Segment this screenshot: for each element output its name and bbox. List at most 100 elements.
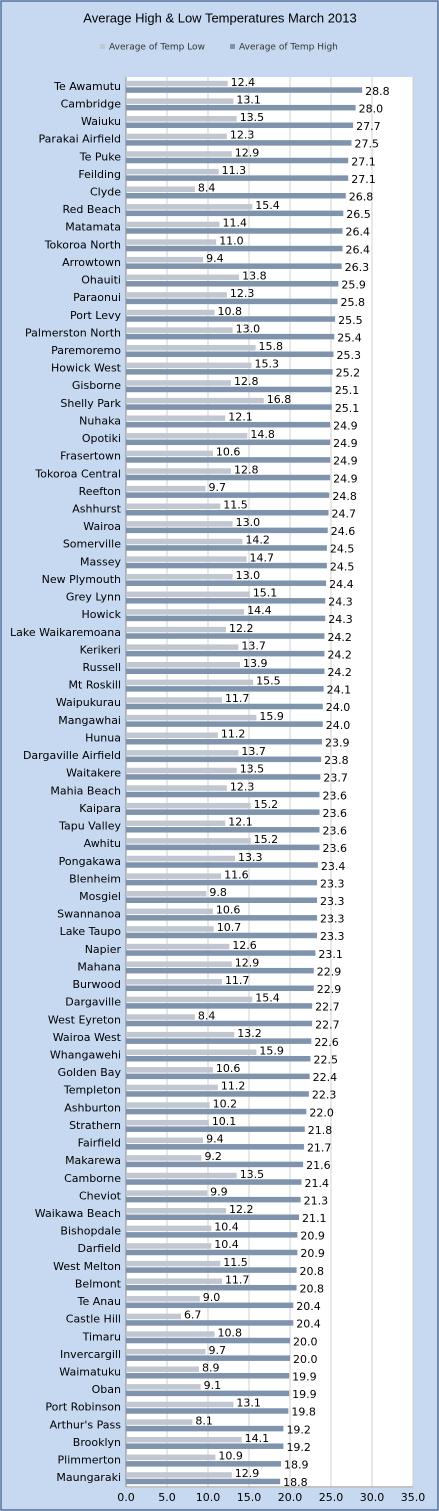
- data-label: 23.6: [323, 825, 348, 838]
- y-tick-label: Dargaville Airfield: [23, 749, 121, 762]
- data-label: 24.3: [328, 613, 353, 626]
- data-label: 25.4: [337, 331, 362, 344]
- bar: [126, 1049, 257, 1055]
- data-label: 25.3: [336, 349, 361, 362]
- x-tick-label: 5.0: [158, 1491, 176, 1504]
- x-tick-label: 25.0: [319, 1491, 344, 1504]
- data-label: 20.4: [296, 1318, 321, 1331]
- bar: [126, 1425, 284, 1432]
- bar: [126, 767, 237, 774]
- data-label: 18.9: [284, 1459, 309, 1472]
- data-label: 14.8: [250, 428, 274, 441]
- data-label: 22.0: [309, 1106, 334, 1119]
- data-label: 15.2: [254, 833, 279, 846]
- data-label: 23.3: [320, 913, 345, 926]
- data-label: 12.3: [230, 287, 255, 300]
- bar: [126, 210, 344, 217]
- x-tick-label: 20.0: [278, 1491, 303, 1504]
- data-label: 24.9: [333, 419, 358, 432]
- y-tick-label: Kerikeri: [80, 643, 121, 656]
- data-label: 12.8: [234, 375, 259, 388]
- data-label: 13.1: [236, 1397, 260, 1410]
- data-label: 13.1: [236, 93, 260, 106]
- bar: [126, 468, 231, 474]
- data-label: 26.3: [345, 261, 370, 274]
- y-tick-label: Tokoroa North: [44, 238, 121, 251]
- bar: [126, 873, 222, 879]
- y-tick-label: Te Puke: [79, 150, 122, 163]
- bar: [126, 1196, 301, 1203]
- data-label: 28.8: [365, 85, 390, 98]
- bar: [126, 1214, 300, 1221]
- bar: [126, 527, 328, 534]
- y-tick-label: Dargaville: [65, 996, 121, 1009]
- y-tick-label: West Eyreton: [48, 1013, 121, 1026]
- bar: [126, 1267, 297, 1273]
- bar: [126, 344, 256, 351]
- y-tick-label: Strathern: [69, 1119, 121, 1132]
- y-tick-label: Fairfield: [78, 1137, 121, 1150]
- data-label: 10.9: [218, 1450, 243, 1463]
- y-tick-label: Tokoroa Central: [34, 467, 121, 480]
- bar: [126, 168, 219, 175]
- legend-label: Average of Temp Low: [109, 43, 205, 53]
- data-label: 12.1: [228, 816, 253, 829]
- y-tick-label: Timaru: [82, 1330, 121, 1343]
- data-label: 13.7: [241, 639, 266, 652]
- data-label: 6.7: [184, 1309, 202, 1322]
- bar: [126, 633, 325, 639]
- bar: [126, 721, 323, 727]
- data-label: 11.4: [222, 217, 247, 230]
- plot-area: [126, 77, 413, 1488]
- bar: [126, 1320, 294, 1326]
- bar: [126, 1443, 284, 1449]
- bar: [126, 809, 320, 815]
- data-label: 9.2: [204, 1150, 222, 1163]
- bar: [126, 1172, 237, 1179]
- y-tick-label: Burwood: [73, 978, 121, 991]
- data-label: 23.6: [323, 807, 348, 820]
- bar: [126, 474, 331, 481]
- y-tick-label: Gisborne: [72, 379, 121, 392]
- legend-swatch: [230, 44, 235, 49]
- data-label: 23.4: [321, 860, 346, 873]
- y-tick-label: Awhitu: [84, 837, 121, 850]
- bar: [126, 1249, 298, 1256]
- bar: [126, 1260, 221, 1267]
- bar: [126, 1232, 298, 1238]
- bar: [126, 140, 352, 146]
- y-tick-label: Makarewa: [65, 1154, 121, 1167]
- data-label: 15.4: [255, 992, 280, 1005]
- data-label: 16.8: [267, 393, 292, 406]
- bar: [126, 1454, 216, 1461]
- y-tick-label: Feilding: [78, 168, 121, 181]
- data-label: 24.2: [327, 666, 352, 679]
- bar: [126, 1003, 313, 1009]
- data-label: 12.1: [228, 410, 253, 423]
- data-label: 10.6: [216, 446, 241, 459]
- data-label: 24.0: [326, 701, 351, 714]
- bar: [126, 1284, 297, 1291]
- data-label: 19.8: [291, 1406, 316, 1419]
- bar: [126, 791, 320, 798]
- y-tick-label: Te Anau: [77, 1295, 121, 1308]
- bar: [126, 538, 243, 545]
- y-tick-label: Mosgiel: [79, 890, 121, 903]
- data-label: 12.2: [229, 622, 254, 635]
- y-tick-label: Maungaraki: [56, 1471, 121, 1484]
- data-label: 12.9: [235, 956, 260, 969]
- y-tick-label: Cambridge: [61, 97, 122, 110]
- bar: [126, 1108, 307, 1115]
- bar: [126, 1190, 208, 1196]
- data-label: 12.8: [234, 463, 259, 476]
- x-tick-label: 35.0: [401, 1491, 426, 1504]
- bar: [126, 802, 251, 809]
- data-label: 9.4: [206, 1133, 224, 1146]
- bar: [126, 961, 232, 967]
- y-tick-label: Brooklyn: [73, 1436, 121, 1449]
- data-label: 20.9: [300, 1230, 325, 1243]
- y-tick-label: Lake Taupo: [60, 925, 122, 938]
- data-label: 24.9: [333, 472, 358, 485]
- y-tick-label: Paremoremo: [51, 344, 121, 357]
- bar: [126, 1384, 201, 1390]
